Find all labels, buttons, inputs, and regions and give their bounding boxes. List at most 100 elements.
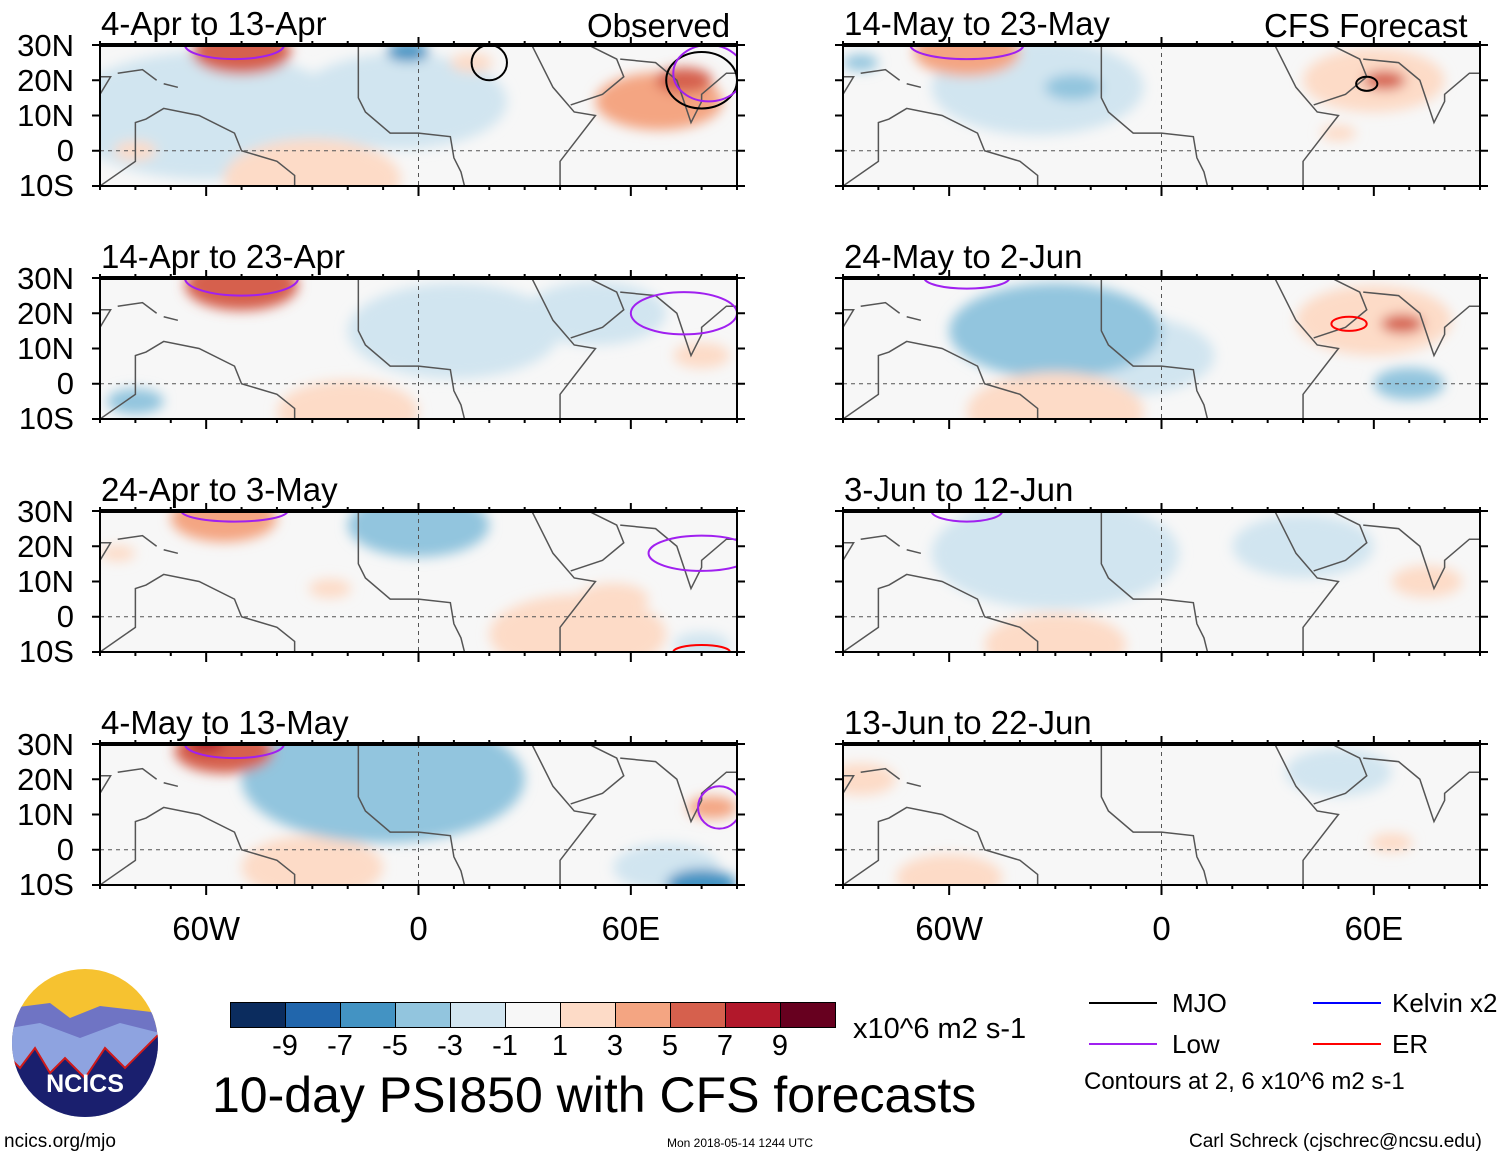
low-legend-label: Low <box>1172 1029 1220 1059</box>
er-legend-line <box>1313 1043 1381 1045</box>
lon-label: 60E <box>1344 910 1404 947</box>
coastline <box>843 806 1039 885</box>
positive-anomaly <box>984 613 1127 652</box>
coastline <box>531 45 597 186</box>
kelvin-legend-line <box>1313 1002 1381 1004</box>
lon-label: 0 <box>409 910 428 947</box>
lat-label: 20N <box>17 529 74 564</box>
coastline <box>620 291 737 358</box>
low-contour <box>629 291 737 336</box>
coastline <box>163 549 179 555</box>
colorbar-label: 7 <box>716 1030 734 1062</box>
coastline <box>117 68 158 81</box>
colorbar-label: -3 <box>437 1030 463 1062</box>
lat-label: 0 <box>56 133 74 168</box>
panel-title: 24-Apr to 3-May <box>101 471 338 508</box>
coastline <box>906 549 922 555</box>
coastline <box>1274 278 1340 419</box>
lat-label: 10N <box>17 98 74 133</box>
lat-label: 30N <box>17 727 74 762</box>
coastline <box>843 107 1039 186</box>
negative-anomaly <box>347 283 561 379</box>
low-contour <box>672 45 737 103</box>
coastline <box>117 534 158 547</box>
coastline <box>843 541 855 561</box>
coastline <box>531 511 597 652</box>
coastline <box>1100 45 1209 186</box>
coastline <box>620 58 737 125</box>
coastline <box>357 278 466 419</box>
lat-label: 10S <box>18 168 74 203</box>
colorbar-swatch <box>670 1002 725 1028</box>
colorbar-label: -9 <box>272 1030 298 1062</box>
positive-anomaly <box>206 278 277 305</box>
coastline <box>843 774 855 794</box>
coastline <box>860 767 901 780</box>
panel-title: 14-May to 23-May <box>844 5 1110 42</box>
mjo-contour <box>470 45 508 82</box>
lon-label: 60W <box>915 910 984 947</box>
coastline <box>570 45 625 106</box>
panel-title: 13-Jun to 22-Jun <box>844 704 1092 741</box>
lat-label: 10N <box>17 331 74 366</box>
coastline <box>1363 524 1480 591</box>
lat-label: 20N <box>17 296 74 331</box>
er-contour <box>1330 315 1368 332</box>
colorbar-units: x10^6 m2 s-1 <box>853 1013 1027 1045</box>
colorbar-label: 9 <box>771 1030 789 1062</box>
positive-anomaly <box>687 796 737 819</box>
coastline <box>906 316 922 322</box>
colorbar-swatch <box>560 1002 615 1028</box>
colorbar-swatch <box>230 1002 285 1028</box>
lat-label: 20N <box>17 63 74 98</box>
panel-title: 4-May to 13-May <box>101 704 349 741</box>
coastline <box>100 806 296 885</box>
low-contour <box>930 511 1004 523</box>
positive-anomaly <box>1370 833 1413 853</box>
positive-anomaly <box>1363 70 1406 90</box>
colorbar-swatch <box>450 1002 505 1028</box>
coastline <box>906 83 922 89</box>
coastline <box>843 340 1039 419</box>
negative-anomaly <box>666 869 737 885</box>
negative-anomaly <box>386 45 430 62</box>
positive-anomaly <box>1391 565 1463 598</box>
ncics-logo: NCICS <box>12 969 158 1117</box>
positive-anomaly <box>1380 314 1424 334</box>
contour-note: Contours at 2, 6 x10^6 m2 s-1 <box>1084 1068 1405 1095</box>
coastline <box>1100 511 1209 652</box>
logo-text: NCICS <box>46 1070 124 1098</box>
panel-title: 24-May to 2-Jun <box>844 238 1083 275</box>
map-panel <box>835 503 1488 662</box>
coastline <box>100 340 296 419</box>
coastline <box>1363 291 1480 358</box>
colorbar-swatch <box>340 1002 395 1028</box>
lon-label: 0 <box>1152 910 1171 947</box>
figure-title: 10-day PSI850 with CFS forecasts <box>212 1067 977 1123</box>
low-contour <box>697 785 737 830</box>
positive-anomaly <box>655 67 713 93</box>
positive-anomaly <box>843 763 897 796</box>
lat-label: 10S <box>18 867 74 902</box>
coastline <box>1313 744 1368 805</box>
colorbar-swatch <box>780 1002 836 1028</box>
lat-label: 30N <box>17 261 74 296</box>
colorbar-swatch <box>505 1002 560 1028</box>
low-contour <box>647 534 737 572</box>
colorbar-label: -1 <box>492 1030 518 1062</box>
negative-anomaly <box>843 54 879 71</box>
coastline <box>163 782 179 788</box>
coastline <box>570 511 625 572</box>
low-contour <box>183 744 286 760</box>
positive-anomaly <box>913 45 1020 76</box>
map-panel <box>92 37 745 196</box>
negative-anomaly <box>673 632 730 652</box>
positive-anomaly <box>100 545 136 562</box>
positive-anomaly <box>308 578 352 599</box>
footer-author: Carl Schreck (cjschrec@ncsu.edu) <box>1189 1131 1482 1152</box>
coastline <box>1274 744 1340 885</box>
coastline <box>357 511 466 652</box>
coastline <box>531 278 597 419</box>
lat-label: 10N <box>17 564 74 599</box>
map-panel <box>92 503 745 662</box>
